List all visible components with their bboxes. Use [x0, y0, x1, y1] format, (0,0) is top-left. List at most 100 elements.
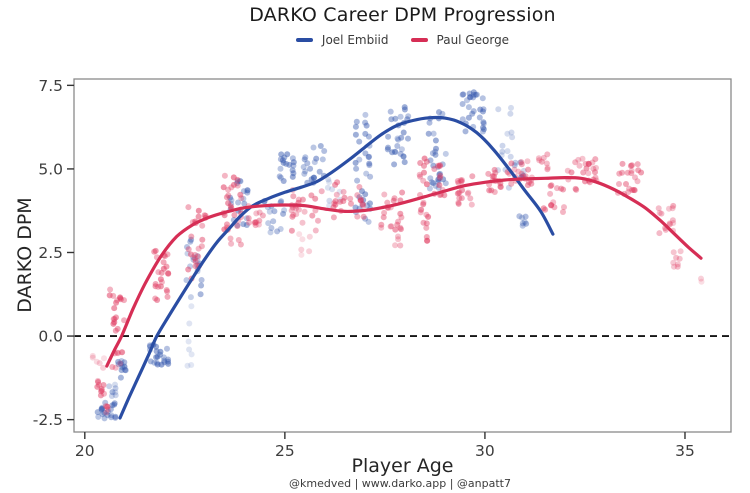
scatter-point-embiid	[244, 187, 251, 194]
scatter-point-embiid	[395, 136, 402, 143]
chart-title: DARKO Career DPM Progression	[249, 4, 556, 26]
scatter-point-george	[423, 220, 430, 227]
scatter-point-george	[390, 197, 397, 204]
scatter-point-george	[554, 185, 560, 192]
scatter-point-george	[558, 185, 565, 192]
scatter-point-george	[458, 195, 465, 202]
scatter-point-george	[309, 212, 316, 219]
scatter-point-embiid	[267, 229, 274, 236]
scatter-point-embiid	[197, 291, 204, 298]
scatter-point-george	[441, 192, 448, 199]
scatter-point-embiid	[495, 106, 502, 113]
scatter-point-george	[593, 164, 599, 171]
scatter-point-embiid	[324, 184, 331, 191]
scatter-point-george	[245, 215, 252, 222]
scatter-point-george	[117, 296, 124, 303]
scatter-point-george	[164, 293, 171, 300]
scatter-point-george	[388, 223, 395, 230]
scatter-point-embiid	[466, 94, 473, 101]
scatter-point-embiid	[186, 346, 193, 353]
scatter-point-embiid	[392, 115, 399, 122]
scatter-point-george	[195, 245, 202, 252]
scatter-point-embiid	[507, 110, 514, 117]
scatter-point-embiid	[187, 238, 194, 245]
scatter-point-george	[467, 195, 474, 202]
scatter-point-george	[592, 174, 599, 181]
scatter-point-embiid	[400, 153, 407, 160]
scatter-point-embiid	[432, 151, 439, 158]
scatter-point-embiid	[427, 157, 434, 164]
scatter-point-embiid	[234, 178, 241, 185]
scatter-point-embiid	[271, 208, 278, 215]
scatter-point-george	[188, 233, 195, 240]
scatter-point-george	[252, 219, 258, 226]
legend-label-joel-embiid: Joel Embiid	[321, 33, 389, 47]
scatter-point-george	[543, 160, 550, 167]
scatter-point-embiid	[198, 277, 205, 283]
scatter-point-embiid	[118, 358, 125, 364]
scatter-point-george	[231, 212, 238, 218]
scatter-point-embiid	[356, 156, 363, 163]
scatter-point-george	[160, 265, 167, 272]
scatter-point-george	[455, 180, 462, 186]
scatter-point-embiid	[508, 129, 515, 136]
scatter-point-embiid	[495, 167, 501, 174]
scatter-point-embiid	[352, 123, 359, 130]
scatter-point-george	[252, 222, 259, 229]
scatter-point-george	[98, 388, 105, 395]
scatter-point-george	[508, 180, 515, 187]
scatter-point-embiid	[109, 402, 116, 409]
scatter-point-embiid	[122, 367, 129, 374]
scatter-point-embiid	[391, 148, 398, 155]
scatter-point-george	[306, 233, 313, 240]
scatter-point-george	[195, 207, 202, 214]
scatter-point-george	[590, 165, 597, 172]
scatter-point-george	[423, 224, 430, 231]
scatter-point-george	[497, 184, 504, 190]
scatter-point-embiid	[326, 202, 333, 209]
scatter-point-george	[671, 263, 677, 270]
scatter-point-george	[340, 198, 347, 205]
scatter-point-george	[425, 213, 432, 220]
scatter-point-george	[256, 209, 263, 216]
scatter-point-george	[185, 246, 192, 253]
scatter-point-george	[560, 209, 566, 215]
scatter-point-embiid	[511, 162, 518, 169]
scatter-point-george	[674, 261, 681, 268]
scatter-point-embiid	[391, 161, 398, 168]
scatter-point-embiid	[366, 153, 373, 160]
scatter-point-george	[199, 236, 206, 243]
scatter-point-embiid	[121, 363, 128, 370]
scatter-point-george	[94, 377, 101, 384]
scatter-point-embiid	[112, 392, 119, 399]
scatter-point-embiid	[244, 189, 251, 196]
scatter-point-george	[698, 278, 705, 285]
scatter-point-embiid	[394, 135, 401, 142]
scatter-point-embiid	[311, 174, 317, 181]
scatter-point-embiid	[281, 207, 288, 214]
scatter-point-embiid	[405, 113, 412, 120]
scatter-point-george	[246, 219, 253, 226]
legend-line-swatch-red-icon	[410, 38, 428, 42]
scatter-point-george	[397, 224, 404, 231]
scatter-point-george	[488, 187, 495, 194]
scatter-point-embiid	[326, 179, 333, 186]
scatter-point-george	[455, 199, 462, 206]
scatter-point-embiid	[326, 197, 333, 204]
scatter-point-george	[585, 160, 592, 167]
scatter-point-george	[333, 191, 340, 198]
scatter-point-george	[525, 166, 532, 173]
scatter-point-george	[185, 204, 192, 211]
scatter-point-embiid	[115, 361, 122, 368]
scatter-point-embiid	[389, 149, 396, 156]
scatter-point-embiid	[188, 351, 195, 358]
scatter-point-embiid	[319, 156, 326, 163]
scatter-point-george	[391, 195, 398, 202]
scatter-point-george	[312, 195, 319, 202]
scatter-point-embiid	[504, 130, 511, 137]
scatter-point-embiid	[112, 385, 119, 392]
scatter-point-george	[395, 236, 402, 243]
scatter-point-george	[550, 199, 557, 206]
scatter-point-embiid	[354, 177, 361, 184]
scatter-point-embiid	[440, 176, 447, 183]
